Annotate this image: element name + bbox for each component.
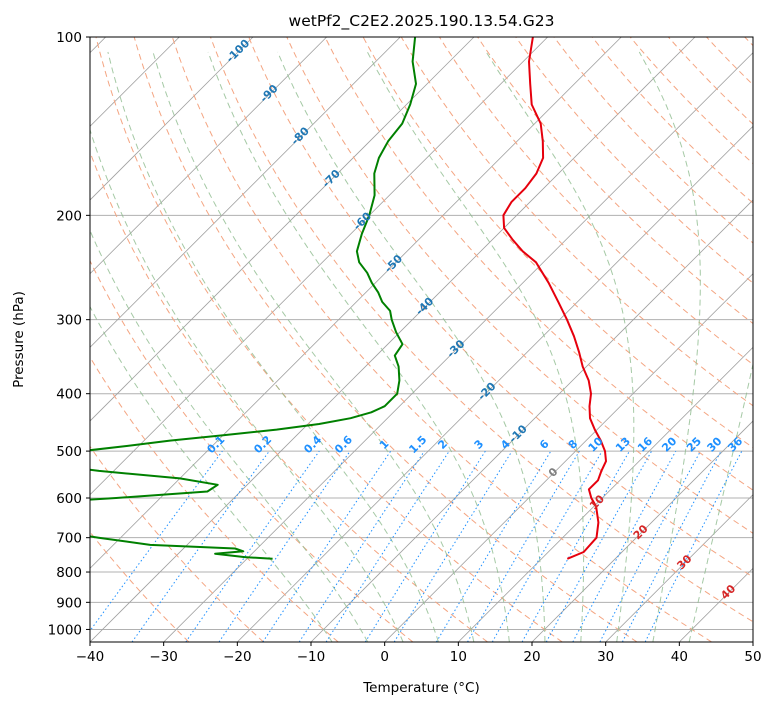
moist-adiabat-line — [107, 51, 439, 642]
moist-adiabat-line — [688, 361, 753, 642]
dry-adiabat-line — [90, 259, 414, 642]
dry-adiabat-line — [171, 37, 712, 642]
x-tick-label: −10 — [297, 649, 326, 665]
dry-adiabat-line — [133, 37, 638, 642]
y-tick-label: 1000 — [48, 622, 82, 638]
mixing-ratio-line — [393, 450, 513, 642]
dry-adiabat-line — [362, 37, 753, 449]
dry-adiabat-line — [629, 37, 753, 165]
isotherm-line — [90, 37, 254, 201]
mixing-ratio-line — [90, 450, 223, 632]
x-tick-label: 10 — [450, 649, 467, 665]
moist-adiabat-line — [638, 51, 701, 642]
isotherm-line — [237, 125, 753, 642]
y-tick-label: 200 — [56, 208, 82, 224]
background-lines — [90, 37, 753, 642]
mixing-ratio-line — [521, 450, 630, 642]
mixing-ratio-line — [545, 450, 653, 642]
mixing-ratio-line — [325, 450, 450, 642]
y-tick-label: 800 — [56, 565, 82, 581]
dry-adiabat-line — [324, 37, 753, 491]
mixing-ratio-line — [435, 450, 552, 642]
isotherm-line — [163, 52, 753, 642]
y-tick-label: 500 — [56, 444, 82, 460]
isotherm-line — [90, 37, 475, 422]
moist-adiabat-line — [90, 229, 369, 642]
plot-background — [90, 37, 753, 642]
x-tick-label: 30 — [597, 649, 614, 665]
isotherm-line — [90, 37, 401, 348]
x-tick-label: 50 — [744, 649, 761, 665]
isotherm-line — [90, 37, 696, 642]
moist-adiabat-line — [90, 128, 404, 642]
dewpoint-line — [90, 37, 417, 560]
mixing-ratio-line — [467, 450, 580, 642]
moist-adiabat-line — [152, 51, 475, 642]
x-tick-label: 20 — [523, 649, 540, 665]
moist-adiabat-line — [485, 51, 635, 642]
y-tick-label: 100 — [56, 30, 82, 46]
y-tick-label: 400 — [56, 387, 82, 403]
isotherm-line — [384, 273, 753, 642]
isotherm-line — [531, 420, 753, 642]
isotherm-line — [90, 37, 548, 496]
mixing-ratio-line — [491, 450, 603, 642]
dry-adiabat-line — [591, 37, 753, 204]
moist-adiabat-line — [207, 51, 510, 642]
dry-adiabat-line — [90, 445, 264, 642]
dry-adiabat-line — [95, 37, 563, 642]
x-tick-label: 0 — [380, 649, 389, 665]
temperature-line — [502, 37, 607, 560]
profile-lines — [90, 37, 607, 560]
plot-frame — [89, 36, 754, 643]
mixing-ratio-line — [364, 450, 486, 642]
y-tick-label: 300 — [56, 313, 82, 329]
chart-title: wetPf2_C2E2.2025.190.13.54.G23 — [289, 12, 555, 31]
mixing-ratio-line — [572, 450, 677, 642]
y-axis-label: Pressure (hPa) — [11, 291, 27, 388]
moist-adiabat-line — [366, 51, 585, 642]
mixing-ratio-line — [218, 450, 351, 642]
dry-adiabat-line — [515, 37, 753, 284]
isotherm-line — [458, 346, 753, 642]
moist-adiabat-line — [277, 51, 546, 642]
x-axis-label: Temperature (°C) — [362, 680, 480, 696]
y-tick-label: 600 — [56, 491, 82, 507]
x-tick-label: −40 — [76, 649, 105, 665]
x-tick-label: −20 — [223, 649, 252, 665]
y-tick-label: 900 — [56, 595, 82, 611]
isotherm-line — [90, 37, 327, 275]
dry-adiabat-line — [477, 37, 753, 325]
x-tick-label: 40 — [671, 649, 688, 665]
y-tick-label: 700 — [56, 531, 82, 547]
isotherm-line — [605, 494, 753, 642]
dry-adiabat-line — [400, 37, 753, 407]
x-tick-label: −30 — [149, 649, 178, 665]
y-axis-ticks: 100 200 300 400 500 600 700 800 900 1000 — [48, 30, 90, 638]
dry-adiabat-line — [248, 37, 753, 578]
mixing-ratio-line — [185, 450, 320, 642]
x-axis-ticks: −40 −30 −20 −10 0 10 20 30 40 50 — [76, 642, 762, 665]
